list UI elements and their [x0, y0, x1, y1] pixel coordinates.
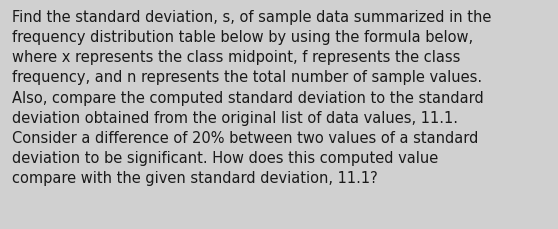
Text: Find the standard deviation, s, of sample data summarized in the
frequency distr: Find the standard deviation, s, of sampl… [12, 10, 492, 185]
